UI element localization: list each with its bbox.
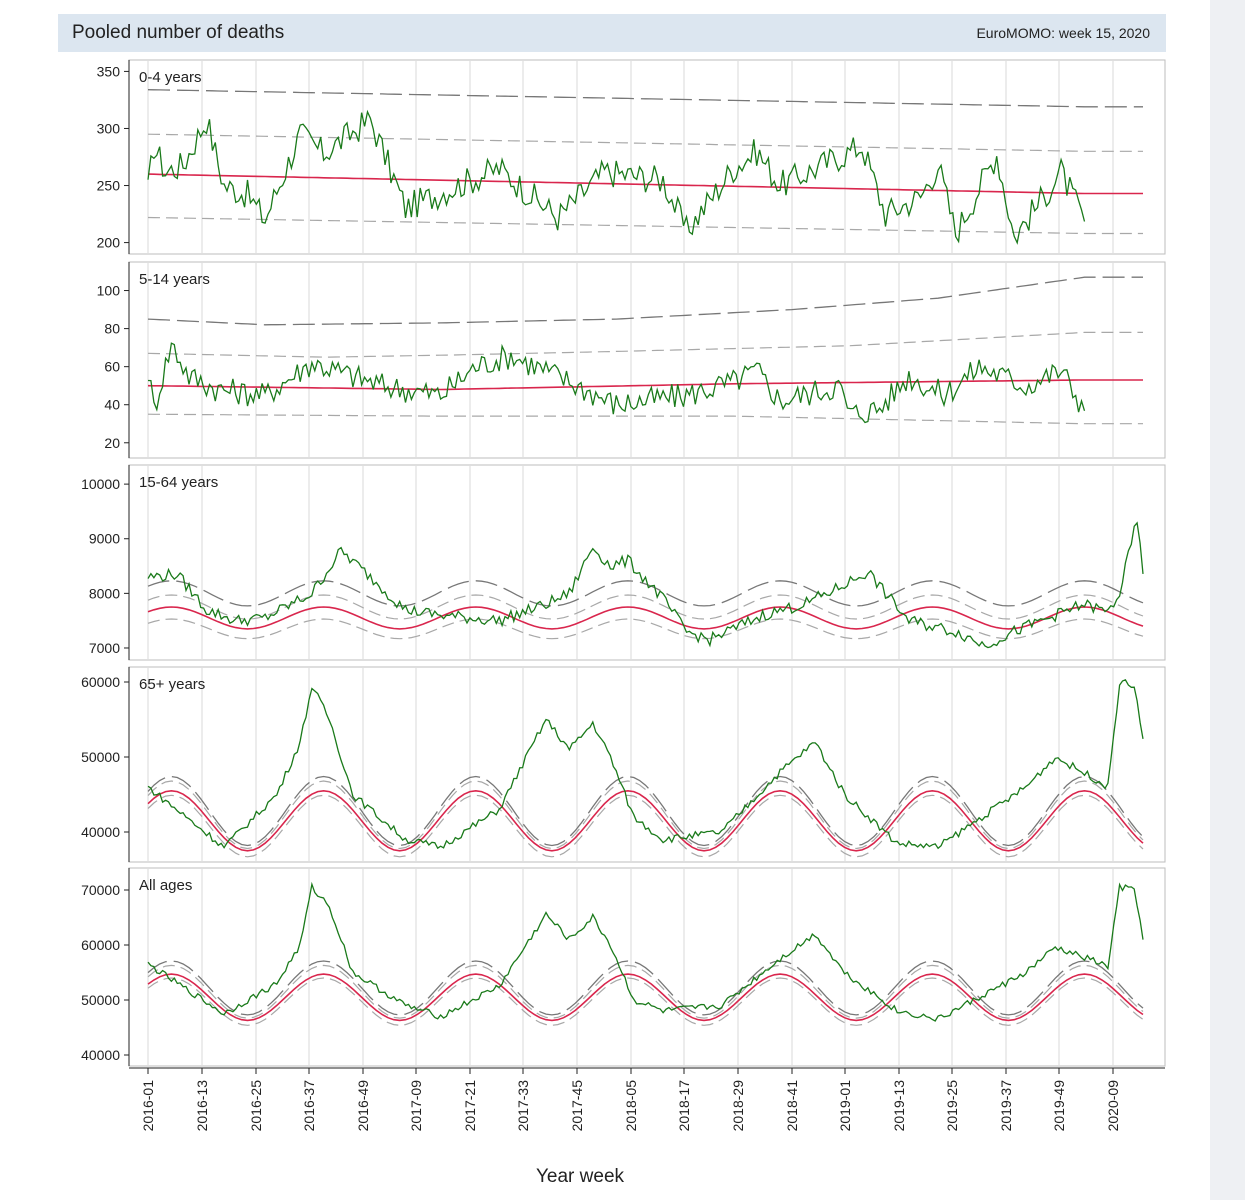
y-tick-label: 60 [104,359,120,375]
panel-3-series [147,521,1144,649]
panel-4: 40000 50000 60000 65+ years [81,666,1166,863]
panel-1: 200 250 300 350 0-4 years [97,59,1166,255]
baseline-series-line [147,789,1144,852]
x-tick-label: 2016-37 [301,1080,317,1132]
panel-title: 65+ years [139,676,205,693]
y-tick-label: 50000 [81,749,120,765]
panel-title: All ages [139,877,192,894]
x-tick-label: 2018-29 [730,1080,746,1132]
x-axis-label: Year week [536,1166,625,1187]
observed-series-line [147,881,1144,1022]
x-tick-label: 2020-09 [1105,1080,1121,1132]
lower-2sd-line [147,977,1144,1026]
panel-frame [128,464,1166,661]
lower-2sd-line [147,216,1143,235]
lower-2sd-line [147,413,1143,425]
upper-4sd-line [147,775,1144,847]
upper-2sd-line [147,133,1143,152]
y-tick-label: 9000 [89,531,120,547]
x-axis: 2016-01 2016-13 2016-25 2016-37 2016-49 2017-… [129,1067,1165,1132]
series-layer [147,89,1144,1026]
x-tick-label: 2019-01 [837,1080,853,1132]
panel-1-series [147,89,1143,245]
page-right-margin [1210,0,1245,1200]
y-tick-label: 20 [104,435,120,451]
panel-4-series [147,678,1144,858]
x-tick-label: 2017-45 [569,1080,585,1132]
panel-title: 0-4 years [139,69,202,86]
x-tick-label: 2016-13 [194,1080,210,1132]
y-tick-label: 70000 [81,882,120,898]
chart-header: Pooled number of deaths EuroMOMO: week 1… [58,14,1166,52]
baseline-series-line [147,606,1144,630]
y-tick-label: 7000 [89,640,120,656]
panel-2-series [147,276,1143,425]
y-tick-label: 100 [97,283,121,299]
y-tick-label: 50000 [81,992,120,1008]
upper-4sd-line [147,276,1143,326]
x-tick-label: 2017-33 [515,1080,531,1132]
y-tick-label: 60000 [81,937,120,953]
axes-layer: 200 250 300 350 0-4 years 20 40 60 80 100 5-14 yea… [81,59,1166,1067]
baseline-series-line [147,973,1144,1022]
panel-title: 5-14 years [139,271,210,288]
upper-2sd-line [147,594,1144,620]
observed-series-line [147,109,1086,245]
x-tick-label: 2019-49 [1051,1080,1067,1132]
panel-5-series [147,881,1144,1026]
panel-title: 15-64 years [139,474,218,491]
y-tick-label: 350 [97,63,121,79]
panel-3: 7000 8000 9000 10000 15-64 years [81,464,1166,661]
observed-series-line [147,342,1086,424]
y-tick-label: 8000 [89,585,120,601]
lower-2sd-line [147,618,1144,640]
x-tick-label: 2019-25 [944,1080,960,1132]
panel-2: 20 40 60 80 100 5-14 years [97,261,1166,459]
x-tick-label: 2017-09 [408,1080,424,1132]
observed-series-line [147,521,1144,649]
y-tick-label: 80 [104,321,120,337]
x-tick-label: 2016-01 [140,1080,156,1132]
observed-series-line [147,678,1144,850]
panel-frame [128,261,1166,459]
x-tick-label: 2018-05 [623,1080,639,1132]
chart-title: Pooled number of deaths [72,22,285,43]
lower-2sd-line [147,794,1144,858]
y-tick-label: 300 [97,120,121,136]
chart-source-label: EuroMOMO: week 15, 2020 [976,25,1150,41]
x-tick-label: 2017-21 [462,1080,478,1132]
x-tick-label: 2018-17 [676,1080,692,1132]
y-tick-label: 40000 [81,824,120,840]
y-tick-label: 60000 [81,674,120,690]
y-tick-label: 250 [97,178,121,194]
x-tick-label: 2018-41 [784,1080,800,1132]
upper-2sd-line [147,964,1144,1019]
x-tick-label: 2016-49 [355,1080,371,1132]
y-tick-label: 200 [97,235,121,251]
baseline-series-line [147,173,1143,195]
upper-2sd-line [147,780,1144,850]
upper-2sd-line [147,331,1143,358]
x-tick-label: 2019-13 [891,1080,907,1132]
panel-frame [128,666,1166,863]
y-tick-label: 10000 [81,476,120,492]
upper-4sd-line [147,960,1144,1016]
x-tick-label: 2016-25 [248,1080,264,1132]
y-tick-label: 40000 [81,1047,120,1063]
x-tick-label: 2019-37 [998,1080,1014,1132]
upper-4sd-line [147,89,1143,108]
baseline-series-line [147,379,1143,391]
panel-frame [128,59,1166,255]
panel-5: 40000 50000 60000 70000 All ages [81,867,1166,1067]
upper-4sd-line [147,580,1144,607]
y-tick-label: 40 [104,397,120,413]
panel-frame [128,867,1166,1067]
